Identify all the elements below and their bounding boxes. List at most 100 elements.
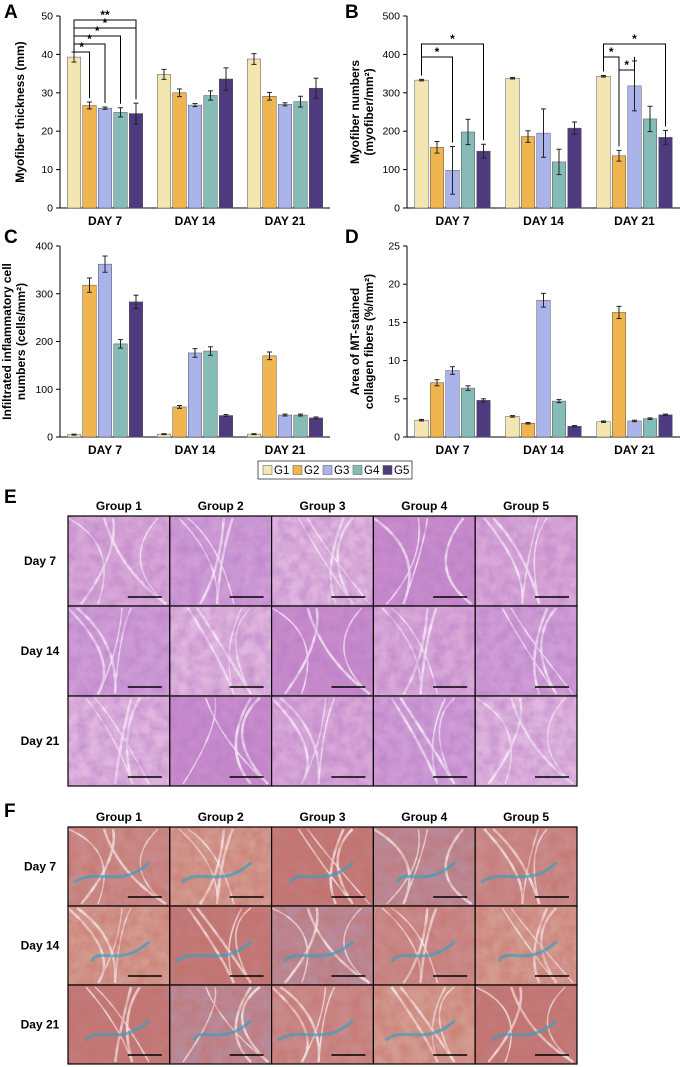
panel-letter-e: E (4, 487, 17, 508)
y-tick-label: 25 (388, 241, 400, 253)
chart-panel-a: 0 10 20 30 40 50 Myofiber thickness (mm) DAY 7 D… (13, 8, 330, 228)
tissue-texture (475, 906, 577, 985)
bar-g3 (188, 104, 202, 209)
row-label: Day 14 (21, 939, 60, 953)
bar-g5 (476, 400, 491, 438)
tissue-texture (271, 696, 374, 786)
tissue-texture (271, 827, 374, 906)
y-tick-label: 0 (394, 432, 400, 444)
micrograph-tile (270, 984, 375, 1065)
tissue-texture (169, 606, 272, 696)
collagen-fibre (192, 1019, 253, 1042)
bar-g2 (262, 355, 277, 438)
legend-label: G1 (274, 465, 289, 477)
significance-label: * (103, 16, 108, 30)
legend-label: G5 (394, 465, 409, 477)
micrograph-tile (67, 984, 171, 1065)
bar-g3 (278, 104, 292, 209)
collagen-fibre (174, 940, 253, 963)
tissue-texture (169, 985, 272, 1064)
bar-g3 (98, 107, 112, 209)
significance-label: * (95, 24, 100, 38)
y-tick-label: 500 (382, 11, 400, 23)
column-header: Group 5 (503, 810, 549, 824)
bar-g3 (445, 370, 460, 438)
y-tick-label: 40 (41, 49, 53, 61)
micrograph-tile (169, 984, 273, 1065)
micrograph-tile (169, 605, 273, 697)
bar-g5 (219, 78, 233, 209)
category-label: DAY 7 (435, 443, 469, 457)
micrograph-tile (474, 905, 578, 986)
tissue-texture (68, 827, 170, 906)
legend-swatch-g3 (322, 465, 333, 475)
category-label: DAY 14 (175, 443, 216, 457)
collagen-fibre (180, 861, 253, 884)
category-label: DAY 7 (88, 214, 122, 228)
bar-g2 (82, 284, 97, 438)
micrograph-tile (67, 515, 171, 607)
y-axis-label: Myofiber thickness (mm) (13, 41, 27, 182)
legend-label: G3 (334, 465, 349, 477)
column-header: Group 3 (299, 499, 345, 513)
y-tick-label: 10 (41, 164, 53, 176)
y-tick-label: 15 (388, 317, 400, 329)
tissue-texture (169, 906, 272, 985)
micrograph-tile (270, 695, 375, 787)
tissue-texture (475, 827, 577, 906)
bar-g1 (414, 419, 429, 438)
bar-g1 (596, 76, 611, 209)
bar-g5 (658, 414, 673, 438)
significance-bracket (618, 56, 635, 147)
collagen-fibre (84, 1019, 151, 1042)
bar-g2 (521, 136, 535, 209)
y-tick-label: 100 (35, 384, 53, 396)
bar-g5 (476, 150, 491, 209)
micrograph-tile (372, 826, 476, 907)
chart-panel-b: 0 100 200 300 400 500 Myofiber numbers (myofibe… (348, 11, 680, 228)
micrograph-tile (372, 695, 476, 787)
he-micrograph-grid: Group 1 Group 2 Group 3 Group 4 Group 5 Day 7… (21, 499, 578, 787)
micrograph-tile (372, 905, 476, 986)
panel-letter-b: B (345, 2, 359, 23)
significance-bracket (73, 19, 137, 100)
category-label: DAY 14 (175, 214, 216, 228)
column-header: Group 2 (198, 810, 244, 824)
tissue-texture (373, 696, 476, 786)
bar-g4 (113, 112, 128, 209)
bar-g3 (536, 299, 551, 438)
tissue-texture (373, 906, 476, 985)
column-header: Group 3 (299, 810, 345, 824)
panel-letter-a: A (4, 2, 18, 23)
tissue-texture (475, 696, 577, 786)
bar-g5 (658, 137, 673, 209)
column-header: Group 2 (198, 499, 244, 513)
row-label: Day 21 (21, 734, 60, 748)
y-tick-label: 0 (47, 432, 53, 444)
significance-label: * (624, 58, 629, 72)
column-header: Group 5 (503, 499, 549, 513)
y-tick-label: 300 (382, 87, 400, 99)
bar-g2 (172, 92, 187, 209)
micrograph-tile (474, 515, 578, 607)
legend-swatch-g2 (292, 465, 303, 475)
bar-g2 (262, 96, 277, 209)
bar-g1 (414, 79, 429, 209)
bar-g5 (129, 301, 143, 438)
tissue-texture (373, 985, 476, 1064)
significance-label: * (435, 45, 440, 59)
collagen-fibre (497, 940, 558, 963)
y-tick-label: 200 (382, 126, 400, 138)
tissue-texture (271, 985, 374, 1064)
y-tick-label: 20 (41, 126, 53, 138)
bar-g5 (567, 426, 582, 438)
bar-g5 (567, 127, 582, 209)
y-axis-label: numbers (cells/mm²) (14, 283, 28, 400)
significance-label: ** (100, 8, 110, 22)
significance-label: * (450, 32, 455, 46)
significance-label: * (87, 32, 92, 46)
bar-g3 (627, 420, 642, 438)
bar-g5 (309, 87, 323, 209)
bar-g4 (293, 414, 308, 438)
y-tick-label: 10 (388, 355, 400, 367)
